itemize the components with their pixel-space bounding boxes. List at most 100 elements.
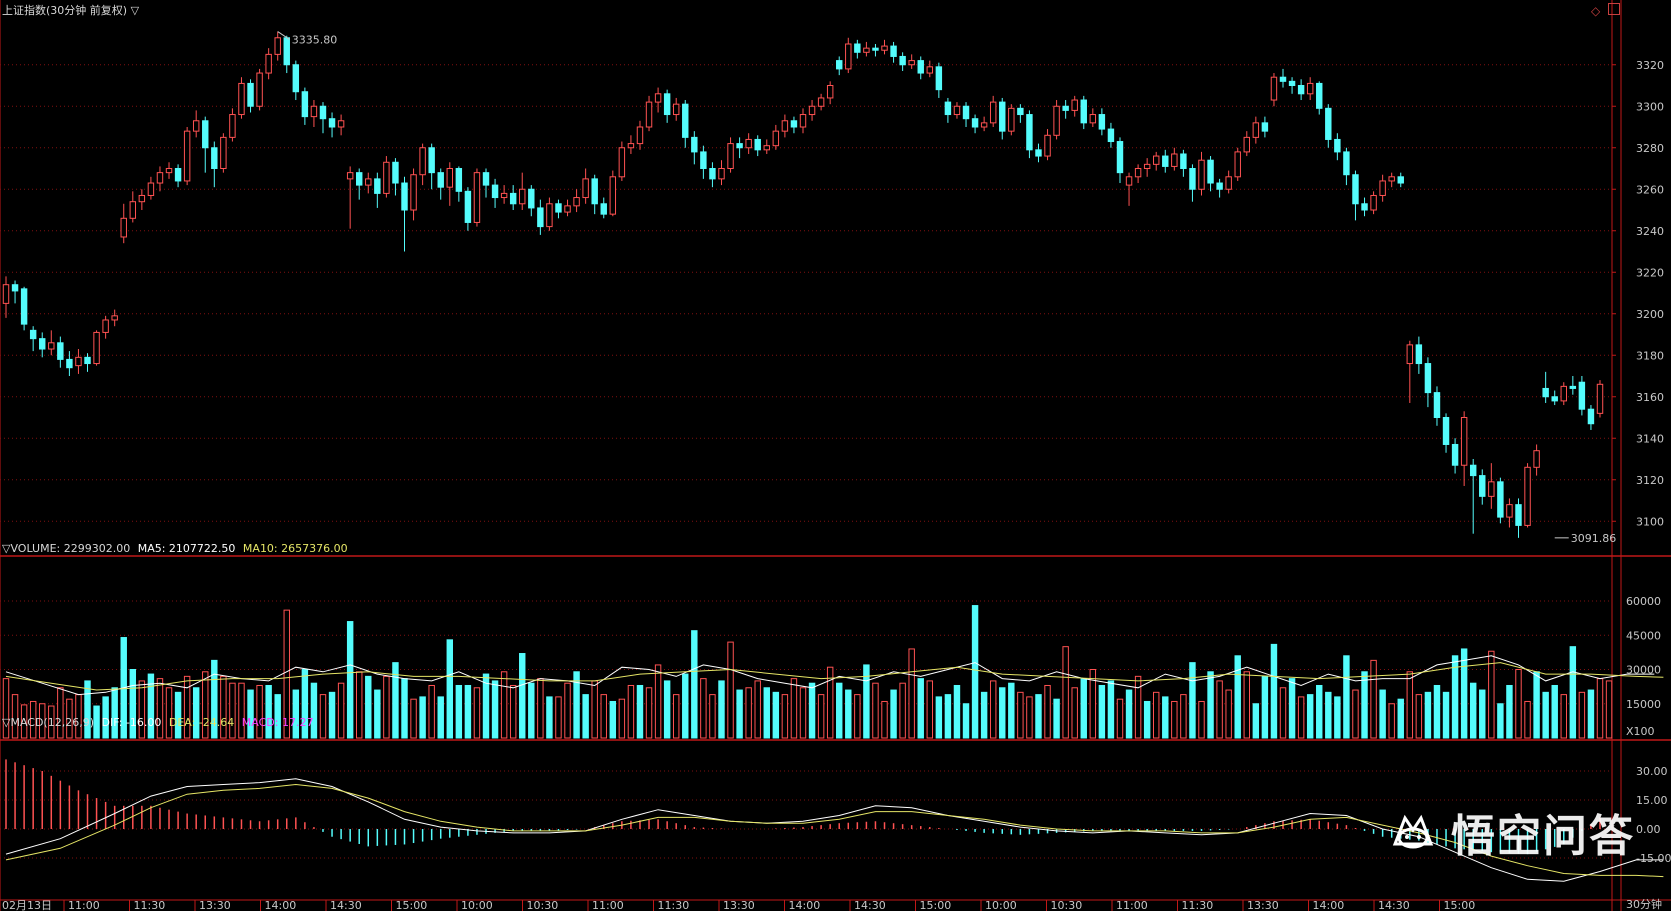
window-square-icon[interactable] — [1608, 3, 1620, 15]
candle-body — [600, 203, 607, 215]
volume-bar-down — [1497, 703, 1504, 739]
candle-body — [1334, 138, 1341, 153]
candle-body — [1143, 163, 1151, 170]
candle-up — [138, 189, 146, 210]
candle-body — [365, 178, 372, 186]
candle-body — [1343, 151, 1350, 176]
candle-body — [1406, 344, 1414, 365]
candle-body — [428, 147, 435, 174]
volume-bar-down — [1234, 655, 1241, 739]
candle-body — [66, 358, 73, 369]
volume-bar-up — [672, 694, 680, 739]
candle-body — [1325, 107, 1332, 140]
volume-bar-down — [265, 684, 272, 739]
candle-body — [1279, 76, 1287, 82]
volume-bar-up — [1225, 689, 1232, 739]
volume-bar-down — [328, 691, 336, 739]
candle-down — [1026, 110, 1033, 159]
candle-down — [1334, 133, 1341, 161]
candle-body — [283, 37, 290, 66]
candle-body — [826, 85, 834, 99]
volume-bar-down — [455, 684, 463, 739]
volume-bar-down — [519, 653, 526, 739]
candle-down — [1216, 178, 1223, 198]
candle-up — [1524, 463, 1531, 528]
candle-up — [473, 168, 481, 227]
candle-down — [691, 131, 698, 165]
volume-bar-down — [917, 678, 924, 739]
volume-bar-down — [491, 680, 499, 739]
volume-bar-up — [564, 682, 571, 739]
macd-dif: DIF: -16.00 — [101, 716, 162, 729]
candle-body — [1469, 464, 1477, 477]
volume-bar-down — [763, 687, 770, 739]
volume-bar-down — [663, 680, 671, 739]
candle-body — [247, 82, 254, 107]
volume-bar-up — [754, 680, 761, 739]
candle-body — [1071, 99, 1078, 111]
candle-down — [11, 280, 19, 304]
candle-down — [872, 44, 879, 57]
volume-bar-down — [1379, 689, 1386, 739]
candle-up — [1234, 147, 1241, 181]
candle-body — [962, 105, 970, 120]
diamond-toggle-icon[interactable]: ◇ — [1591, 4, 1601, 18]
volume-bar-up — [817, 694, 825, 739]
candle-up — [274, 31, 281, 61]
volume-bar-down — [691, 630, 698, 739]
candle-body — [691, 136, 698, 153]
candle-body — [645, 101, 653, 128]
candle-up — [1125, 172, 1133, 206]
candle-down — [1207, 156, 1214, 192]
candle-down — [66, 351, 73, 376]
volume-bar-up — [881, 700, 888, 739]
candle-up — [881, 39, 888, 55]
candle-body — [1587, 408, 1595, 425]
volume-bar-down — [274, 694, 281, 739]
candle-body — [1134, 168, 1142, 178]
volume-bar-up — [1198, 700, 1205, 739]
candle-body — [102, 319, 109, 333]
volume-bar-down — [174, 691, 182, 739]
volume-bar-down — [971, 605, 979, 739]
main-chart-title[interactable]: 上证指数(30分钟 前复权) ▽ — [2, 4, 140, 17]
candle-body — [727, 143, 734, 170]
candle-up — [1506, 498, 1513, 528]
candle-body — [310, 105, 318, 118]
candle-body — [917, 60, 924, 74]
candle-up — [645, 95, 653, 132]
candle-down — [537, 199, 544, 235]
volume-bar-down — [1533, 671, 1540, 739]
volume-ma-lines — [5, 655, 1664, 696]
volume-bar-down — [1587, 689, 1595, 739]
volume-bar-down — [1270, 643, 1278, 739]
candle-body — [1569, 385, 1577, 389]
volume-bars — [2, 605, 1613, 739]
volume-bar-down — [836, 682, 843, 739]
volume-bar-down — [419, 696, 426, 739]
candle-body — [138, 194, 146, 203]
candle-body — [120, 217, 127, 238]
candle-body — [1234, 151, 1241, 178]
candle-down — [57, 336, 64, 368]
volume-bar-down — [718, 680, 725, 739]
volume-bar-down — [446, 639, 454, 739]
candle-body — [627, 143, 635, 149]
candle-body — [1162, 155, 1169, 167]
macd-axis: -15.00 0.00 15.00 30.00 — [1636, 765, 1671, 865]
wukong-logo-icon — [1392, 814, 1434, 849]
volume-bar-up — [727, 641, 734, 739]
candle-body — [672, 103, 680, 116]
time-tick-label: 11:30 — [1182, 899, 1214, 911]
macd-tick-label: 15.00 — [1636, 794, 1668, 807]
volume-bar-up — [1071, 687, 1078, 739]
candle-body — [2, 284, 10, 304]
volume-bar-down — [1433, 684, 1441, 739]
candle-up — [627, 135, 635, 154]
candle-body — [1451, 443, 1459, 466]
volume-bar-up — [229, 682, 236, 739]
candle-body — [446, 168, 454, 188]
candle-body — [1243, 136, 1251, 153]
